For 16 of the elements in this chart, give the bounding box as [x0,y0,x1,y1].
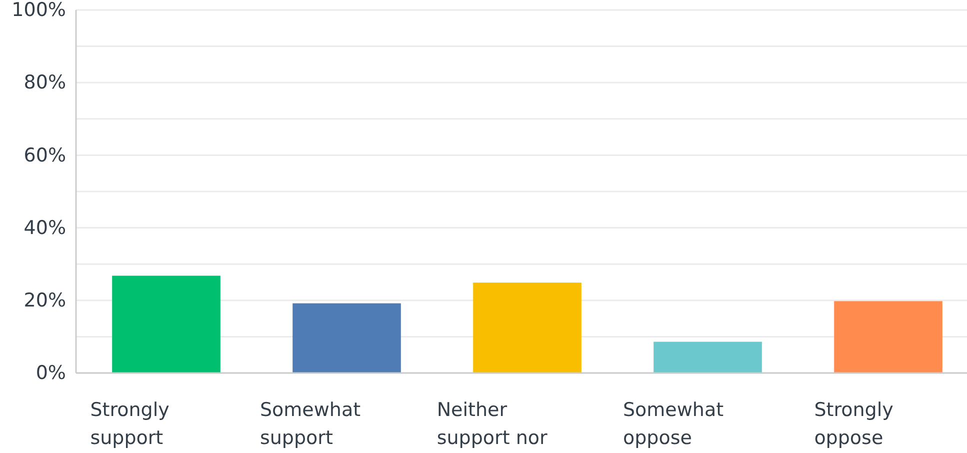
x-tick-label: Strongly oppose [814,399,894,449]
y-tick-label: 20% [24,289,66,312]
x-tick-label: Strongly support [90,399,170,449]
x-tick-label: Somewhat support [260,399,361,449]
y-tick-label: 0% [36,362,66,384]
bar [473,282,582,373]
x-tick-label: Neither support nor [436,399,548,449]
y-tick-label: 60% [24,144,66,166]
bar [292,303,401,373]
bar [834,301,942,373]
bar [112,276,220,373]
y-tick-label: 40% [24,216,66,239]
y-tick-label: 80% [24,72,66,94]
bar [654,342,762,373]
x-tick-label: Somewhat oppose [622,399,724,449]
y-tick-label: 100% [12,0,66,22]
